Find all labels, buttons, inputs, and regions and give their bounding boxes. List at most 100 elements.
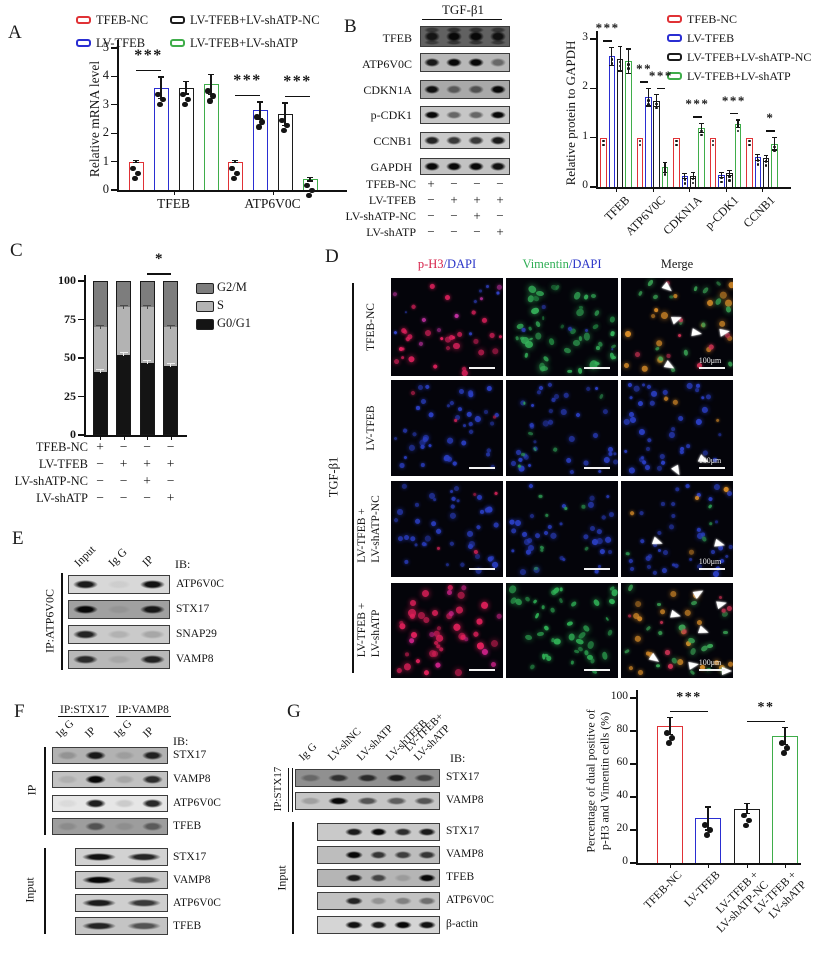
cell-dot bbox=[547, 337, 555, 346]
y-tick bbox=[590, 136, 596, 139]
fluorescence-image bbox=[506, 583, 618, 678]
cell-dot bbox=[647, 553, 653, 559]
cell-dot bbox=[509, 519, 515, 525]
condition-symbol: + bbox=[496, 192, 504, 207]
bar bbox=[661, 167, 669, 187]
western-blot-strip bbox=[68, 625, 170, 644]
arrowhead-icon bbox=[697, 625, 710, 636]
protein-band bbox=[393, 896, 412, 906]
x-tick bbox=[762, 187, 764, 192]
bar bbox=[771, 143, 778, 187]
protein-band bbox=[445, 162, 463, 171]
blot-label: ATP6V0C bbox=[173, 797, 221, 809]
bar bbox=[681, 176, 689, 187]
cell-dot bbox=[638, 291, 643, 297]
significance-line bbox=[285, 95, 310, 98]
protein-band bbox=[445, 39, 463, 46]
error-cap bbox=[654, 105, 659, 108]
y-tick-label: 50 bbox=[64, 350, 76, 364]
panel-e-ip-label: IP:ATP6V0C bbox=[42, 588, 57, 654]
cell-dot bbox=[481, 648, 489, 656]
error-bar bbox=[664, 162, 666, 173]
cell-dot bbox=[610, 331, 615, 337]
error-cap bbox=[609, 64, 615, 66]
condition-symbol: − bbox=[166, 473, 175, 488]
scale-bar-label: 100μm bbox=[698, 658, 722, 667]
cell-dot bbox=[402, 661, 413, 672]
condition-symbol: + bbox=[496, 224, 504, 239]
protein-band bbox=[489, 39, 507, 46]
cell-dot bbox=[713, 482, 721, 491]
error-cap bbox=[256, 118, 264, 120]
data-point bbox=[132, 175, 138, 181]
cell-dot bbox=[628, 557, 634, 564]
western-blot-strip bbox=[75, 871, 168, 889]
cell-dot bbox=[727, 606, 733, 612]
cell-dot bbox=[426, 410, 435, 419]
cell-dot bbox=[429, 520, 438, 528]
scale-bar bbox=[699, 669, 725, 672]
error-cap bbox=[763, 160, 769, 163]
error-cap bbox=[645, 87, 651, 90]
scale-bar bbox=[584, 367, 610, 370]
panel-f-ip-group-label: IP bbox=[24, 784, 39, 796]
cell-dot bbox=[491, 662, 497, 668]
blot-label: ATP6V0C bbox=[446, 894, 494, 906]
data-point bbox=[655, 106, 658, 110]
lane-label: Ig G bbox=[296, 740, 320, 764]
stack-segment bbox=[116, 307, 131, 355]
cell-dot bbox=[534, 532, 542, 540]
cell-dot bbox=[707, 504, 713, 510]
significance-line bbox=[766, 130, 775, 132]
protein-band bbox=[393, 850, 412, 860]
condition-symbol: + bbox=[166, 456, 175, 471]
cell-dot bbox=[527, 463, 533, 468]
data-point bbox=[700, 133, 703, 137]
cell-dot bbox=[604, 535, 612, 544]
cell-dot bbox=[623, 363, 630, 369]
protein-band bbox=[85, 775, 107, 784]
protein-band bbox=[127, 852, 162, 862]
cell-dot bbox=[594, 386, 599, 392]
cell-dot bbox=[471, 310, 477, 316]
data-point bbox=[756, 163, 760, 166]
cell-dot bbox=[448, 610, 455, 617]
protein-band bbox=[299, 773, 321, 783]
y-tick-label: 2 bbox=[582, 80, 588, 93]
cell-dot bbox=[454, 667, 464, 677]
column-header-part: /DAPI bbox=[443, 257, 477, 271]
protein-band bbox=[345, 827, 364, 837]
protein-band bbox=[85, 822, 107, 831]
condition-symbol: − bbox=[119, 490, 128, 505]
cell-dot bbox=[657, 603, 662, 607]
x-category-label: TFEB-NC bbox=[642, 869, 685, 912]
data-point bbox=[748, 143, 751, 147]
cell-dot bbox=[404, 652, 410, 658]
cell-dot bbox=[521, 327, 527, 332]
cell-dot bbox=[402, 428, 408, 434]
cell-dot bbox=[714, 519, 719, 524]
x-tick bbox=[272, 190, 274, 195]
cell-dot bbox=[646, 437, 653, 443]
x-category-label: CCNB1 bbox=[740, 193, 778, 231]
cell-dot bbox=[708, 520, 713, 526]
cell-dot bbox=[705, 393, 712, 400]
cell-dot bbox=[468, 421, 474, 427]
cell-dot bbox=[659, 620, 664, 626]
cell-dot bbox=[649, 400, 656, 407]
x-tick bbox=[616, 187, 618, 192]
cell-dot bbox=[606, 629, 613, 637]
y-tick bbox=[111, 189, 117, 191]
data-point bbox=[602, 143, 605, 147]
cell-dot bbox=[646, 384, 652, 390]
significance-line bbox=[639, 81, 649, 83]
condition-symbol: − bbox=[427, 192, 435, 207]
cell-dot bbox=[563, 346, 572, 354]
panel-g-ip-bracket bbox=[288, 768, 290, 812]
scale-bar bbox=[584, 467, 610, 470]
error-bar bbox=[647, 88, 649, 107]
y-tick bbox=[590, 87, 596, 90]
cell-dot bbox=[588, 524, 596, 532]
bar bbox=[608, 56, 616, 187]
condition-symbol: − bbox=[450, 176, 458, 191]
